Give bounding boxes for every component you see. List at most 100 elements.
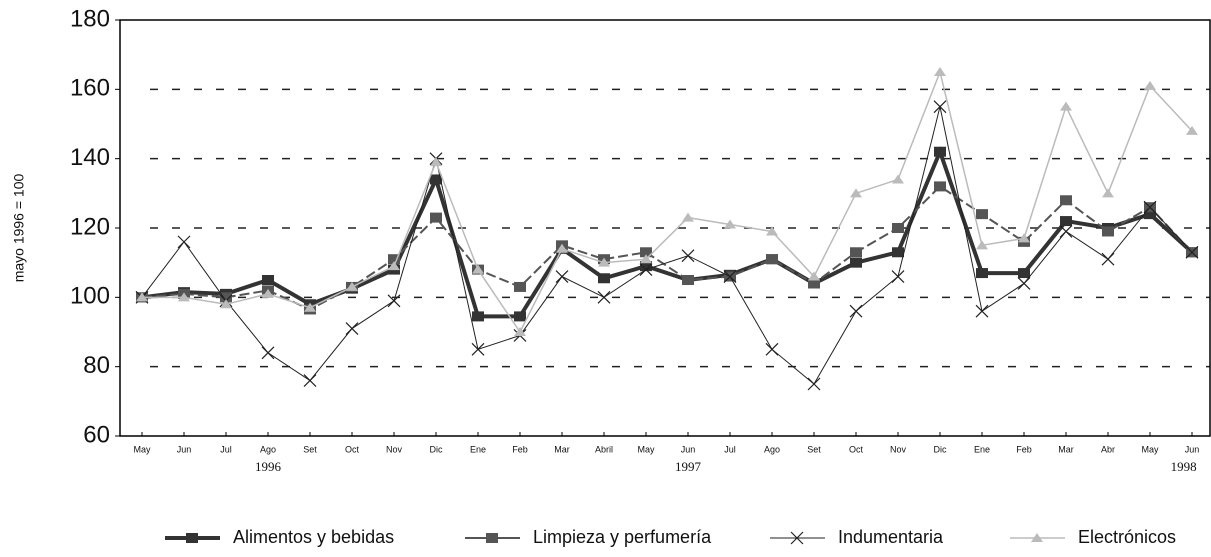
data-point — [136, 292, 148, 302]
x-tick-label: Dic — [934, 444, 947, 454]
data-point — [303, 374, 317, 387]
data-point — [178, 292, 190, 302]
year-label: 1997 — [675, 459, 702, 474]
x-tick-label: Jun — [681, 444, 696, 454]
data-point — [723, 270, 737, 283]
data-point — [177, 235, 191, 249]
data-point — [766, 226, 778, 236]
data-point — [220, 292, 232, 303]
data-point — [1186, 125, 1198, 135]
legend-label: Limpieza y perfumería — [533, 527, 712, 547]
year-label: 1996 — [255, 459, 282, 474]
legend-marker — [1031, 533, 1043, 542]
data-point — [514, 281, 526, 292]
x-tick-label: Jun — [1185, 444, 1200, 454]
y-tick-label: 60 — [83, 421, 110, 448]
x-tick-label: Mar — [554, 444, 570, 454]
data-point — [640, 254, 652, 264]
data-point — [262, 288, 274, 298]
x-tick-label: Ene — [974, 444, 990, 454]
series-line — [141, 146, 1194, 319]
data-point — [850, 247, 862, 258]
x-tick-label: May — [1141, 444, 1159, 454]
x-tick-label: May — [133, 444, 151, 454]
data-point — [472, 311, 484, 322]
x-tick-label: Set — [303, 444, 317, 454]
y-tick-label: 120 — [70, 213, 110, 240]
data-point — [514, 311, 526, 322]
plot-frame — [119, 19, 1211, 437]
x-tick-label: Nov — [890, 444, 907, 454]
legend-label: Electrónicos — [1078, 527, 1176, 547]
data-point — [430, 212, 442, 223]
year-label: 1998 — [1171, 459, 1197, 474]
data-point — [1144, 80, 1156, 90]
data-point — [471, 342, 485, 356]
data-point — [976, 268, 988, 279]
x-tick-label: Ene — [470, 444, 486, 454]
legend-label: Indumentaria — [838, 527, 944, 547]
x-tick-label: Nov — [386, 444, 403, 454]
data-point — [682, 212, 694, 222]
data-point — [262, 275, 274, 285]
data-point — [682, 275, 694, 285]
data-point — [388, 261, 400, 271]
legend-marker — [186, 533, 198, 543]
data-point — [556, 243, 568, 253]
x-tick-label: Set — [807, 444, 821, 454]
data-point — [1185, 245, 1199, 259]
data-point — [850, 188, 862, 198]
y-tick-label: 80 — [83, 352, 110, 379]
data-point — [934, 181, 946, 192]
data-point — [892, 247, 904, 258]
data-point — [724, 219, 736, 229]
series-line — [141, 185, 1193, 311]
data-point — [934, 146, 946, 157]
x-tick-label: Abr — [1101, 444, 1115, 454]
data-point — [346, 281, 358, 291]
data-point — [766, 254, 778, 265]
data-point — [850, 257, 862, 268]
legend-label: Alimentos y bebidas — [233, 527, 394, 547]
data-point — [387, 294, 401, 308]
data-point — [514, 327, 526, 336]
x-tick-label: Dic — [430, 444, 443, 454]
data-point — [934, 67, 946, 76]
x-tick-label: Feb — [1016, 444, 1032, 454]
legend-marker — [486, 533, 498, 543]
x-tick-label: Jul — [724, 444, 736, 454]
data-point — [892, 223, 904, 233]
x-tick-label: Oct — [345, 444, 360, 454]
data-point — [1059, 225, 1073, 238]
x-tick-label: May — [637, 444, 655, 454]
y-axis-label: mayo 1996 = 100 — [11, 174, 27, 283]
data-point — [639, 263, 653, 277]
x-tick-label: Feb — [512, 444, 528, 454]
x-tick-label: Ago — [764, 444, 780, 454]
x-tick-label: Abril — [595, 444, 613, 454]
data-point — [640, 247, 652, 258]
data-point — [220, 299, 232, 309]
data-point — [1144, 209, 1156, 220]
y-tick-label: 100 — [70, 283, 110, 310]
data-point — [849, 304, 863, 318]
data-point — [640, 261, 652, 272]
data-point — [1102, 226, 1114, 237]
data-point — [892, 174, 904, 184]
data-point — [388, 254, 400, 265]
data-point — [976, 209, 988, 220]
series-line — [142, 69, 1193, 334]
data-point — [807, 377, 821, 391]
series-line — [141, 106, 1193, 385]
data-point — [1018, 268, 1030, 279]
data-point — [598, 257, 610, 267]
data-point — [808, 271, 820, 281]
data-point — [345, 322, 359, 335]
data-point — [430, 174, 442, 185]
x-tick-label: Mar — [1058, 444, 1074, 454]
data-point — [765, 342, 779, 356]
data-point — [1018, 233, 1030, 243]
y-tick-label: 160 — [70, 75, 110, 102]
y-tick-label: 180 — [70, 5, 110, 32]
